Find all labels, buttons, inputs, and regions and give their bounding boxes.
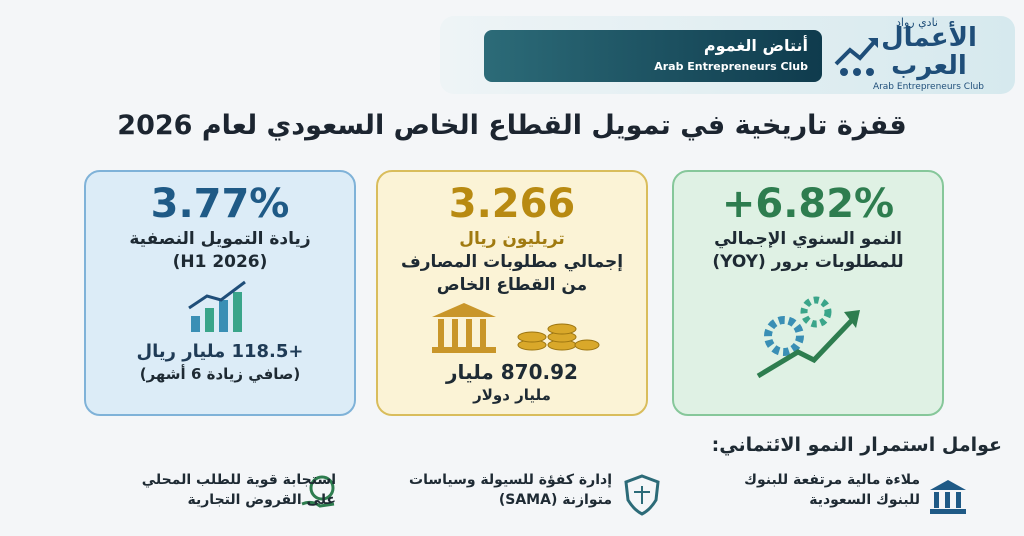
shield-icon xyxy=(624,474,660,516)
logo-top: نادي رواد xyxy=(896,16,938,29)
card-sub-value: 870.92 مليار xyxy=(446,360,578,384)
factor-line: متوازنة (SAMA) xyxy=(498,492,612,508)
card-label: (H1 2026) xyxy=(172,252,268,272)
factor-line: ملاءة مالية مرتفعة للبنوك xyxy=(744,472,920,488)
factor-line: للبنوك السعودية xyxy=(809,492,920,508)
card-label: من القطاع الخاص xyxy=(436,275,588,295)
factor: استجابة قوية للطلب المحلي على القروض الت… xyxy=(142,470,336,510)
card-note: مليار دولار xyxy=(473,386,551,404)
card-label: للمطلوبات برور (YOY) xyxy=(712,252,904,272)
card-label: النمو السنوي الإجمالي xyxy=(714,229,902,249)
card-value: 3.266 xyxy=(448,181,576,227)
logo-english: Arab Entrepreneurs Club xyxy=(872,82,984,92)
card-label: إجمالي مطلوبات المصارف xyxy=(400,252,624,272)
banner-subtitle: Arab Entrepreneurs Club xyxy=(654,60,808,73)
chart-icon xyxy=(188,280,246,332)
title: قفزة تاريخية في تمويل القطاع الخاص السعو… xyxy=(117,110,907,141)
factors-heading: عوامل استمرار النمو الائتماني: xyxy=(711,434,1002,456)
bank-icon xyxy=(930,480,966,514)
hand-coin-icon xyxy=(301,475,335,508)
factor: إدارة كفؤة للسيولة وسياسات متوازنة (SAMA… xyxy=(409,470,612,510)
banner-title: أنتاض الغموم xyxy=(703,36,808,55)
coins-bank-icon xyxy=(432,303,600,353)
card: 3.266 تريليون ريال إجمالي مطلوبات المصار… xyxy=(376,170,648,416)
logo-main: الأعمال العرب xyxy=(881,23,977,81)
card: 3.77% زيادة التمويل النصفية (H1 2026) +1… xyxy=(84,170,356,416)
growth-icon xyxy=(756,296,860,379)
card-unit: تريليون ريال xyxy=(459,229,565,249)
card-note: (صافي زيادة 6 أشهر) xyxy=(139,365,301,383)
card: +6.82% النمو السنوي الإجمالي للمطلوبات ب… xyxy=(672,170,944,416)
card-value: 3.77% xyxy=(150,181,290,227)
banner: أنتاض الغموم Arab Entrepreneurs Club xyxy=(484,30,822,82)
logo-icon xyxy=(834,38,878,76)
factor-line: إدارة كفؤة للسيولة وسياسات xyxy=(409,472,612,488)
card-label: زيادة التمويل النصفية xyxy=(129,229,311,249)
card-sub-value: +118.5 مليار ريال xyxy=(136,341,304,362)
factor: ملاءة مالية مرتفعة للبنوك للبنوك السعودي… xyxy=(744,470,920,510)
card-value: +6.82% xyxy=(721,181,895,227)
factor-line: استجابة قوية للطلب المحلي xyxy=(141,472,336,488)
factor-line: على القروض التجارية xyxy=(187,492,337,508)
